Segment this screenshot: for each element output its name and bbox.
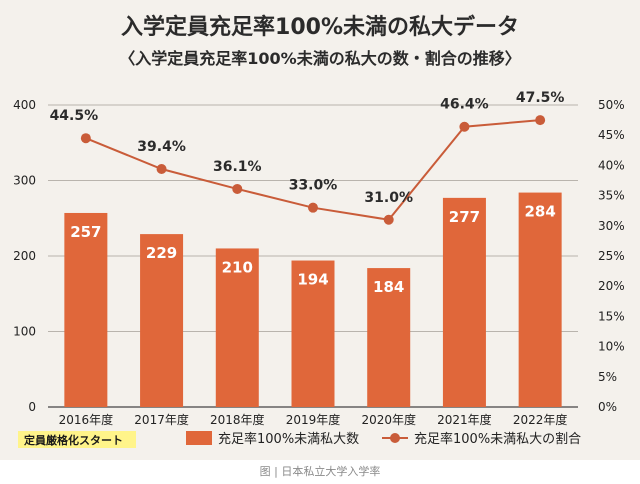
- bar-value-label: 194: [297, 271, 328, 289]
- chart-subtitle: 〈入学定員充足率100%未満の私大の数・割合の推移〉: [119, 49, 520, 68]
- y-right-tick-label: 45%: [598, 128, 625, 142]
- y-right-tick-label: 15%: [598, 309, 625, 323]
- legend-bar-label: 充足率100%未満私大数: [218, 431, 359, 447]
- y-right-tick-label: 25%: [598, 249, 625, 263]
- bar-value-label: 257: [70, 223, 101, 241]
- y-left-tick-label: 400: [13, 98, 36, 112]
- ratio-value-label: 46.4%: [440, 97, 489, 113]
- chart-title: 入学定員充足率100%未満の私大データ: [121, 14, 519, 40]
- x-tick-label: 2022年度: [513, 412, 568, 427]
- x-tick-label: 2017年度: [134, 412, 189, 427]
- y-left-tick-label: 100: [13, 325, 36, 339]
- legend-line-label: 充足率100%未満私大の割合: [414, 431, 581, 447]
- x-tick-label: 2016年度: [59, 412, 114, 427]
- bar-value-label: 184: [373, 278, 404, 296]
- bar: [215, 248, 259, 407]
- image-caption: 图 | 日本私立大学入学率: [0, 460, 640, 484]
- bar: [140, 234, 184, 407]
- ratio-point: [308, 202, 318, 213]
- ratio-value-label: 47.5%: [516, 90, 565, 106]
- ratio-value-label: 39.4%: [137, 139, 186, 155]
- ratio-value-label: 44.5%: [50, 108, 99, 124]
- bar: [291, 260, 335, 407]
- chart-frame: 入学定員充足率100%未満の私大データ 〈入学定員充足率100%未満の私大の数・…: [13, 14, 625, 448]
- bar: [64, 212, 108, 407]
- y-right-tick-label: 10%: [598, 340, 625, 354]
- legend-bar-swatch: [186, 431, 212, 445]
- y-left-tick-label: 200: [13, 249, 36, 263]
- legend: 定員厳格化スタート 充足率100%未満私大数 充足率100%未満私大の割合: [18, 431, 581, 448]
- x-tick-label: 2019年度: [286, 412, 341, 427]
- y-right-tick-label: 40%: [598, 158, 625, 172]
- ratio-point: [535, 115, 546, 126]
- bar-value-label: 284: [524, 203, 555, 221]
- ratio-point: [80, 133, 91, 144]
- ratio-value-label: 33.0%: [289, 178, 338, 194]
- y-left-tick-label: 300: [13, 174, 36, 188]
- data-labels: 257 229 210 194 184 277 284 44.5% 39.4% 36.1% 33.0…: [50, 90, 565, 296]
- ratio-value-label: 36.1%: [213, 159, 262, 175]
- bar: [442, 197, 486, 407]
- ratio-point: [459, 121, 470, 132]
- y-right-tick-label: 5%: [598, 370, 617, 384]
- y-right-tick-label: 35%: [598, 189, 625, 203]
- ratio-point: [232, 183, 243, 194]
- ratio-point: [383, 214, 394, 225]
- bar: [367, 268, 411, 407]
- x-tick-label: 2020年度: [361, 412, 416, 427]
- y-right-tick-label: 20%: [598, 279, 625, 293]
- ratio-point: [156, 164, 167, 175]
- y-right-tick-label: 30%: [598, 219, 625, 233]
- line-series: [80, 115, 546, 225]
- bar-value-label: 210: [222, 258, 253, 276]
- y-right-tick-label: 0%: [598, 400, 617, 414]
- bar-value-label: 277: [449, 208, 480, 226]
- x-tick-label: 2021年度: [437, 412, 492, 427]
- y-left-tick-label: 0: [28, 400, 36, 414]
- annotation-highlight: [18, 431, 136, 448]
- axes: 0 100 200 300 400 0% 5% 10% 15% 20% 25% 30% 35% 40% 45…: [13, 98, 625, 427]
- bar-series: [64, 192, 562, 407]
- annotation-text: 定員厳格化スタート: [24, 433, 123, 447]
- x-tick-label: 2018年度: [210, 412, 265, 427]
- ratio-value-label: 31.0%: [364, 190, 413, 206]
- combo-chart: 入学定員充足率100%未満の私大データ 〈入学定員充足率100%未満の私大の数・…: [13, 14, 625, 448]
- bar-value-label: 229: [146, 244, 177, 262]
- bar: [518, 192, 562, 407]
- legend-line-marker: [390, 433, 400, 443]
- y-right-tick-label: 50%: [598, 98, 625, 112]
